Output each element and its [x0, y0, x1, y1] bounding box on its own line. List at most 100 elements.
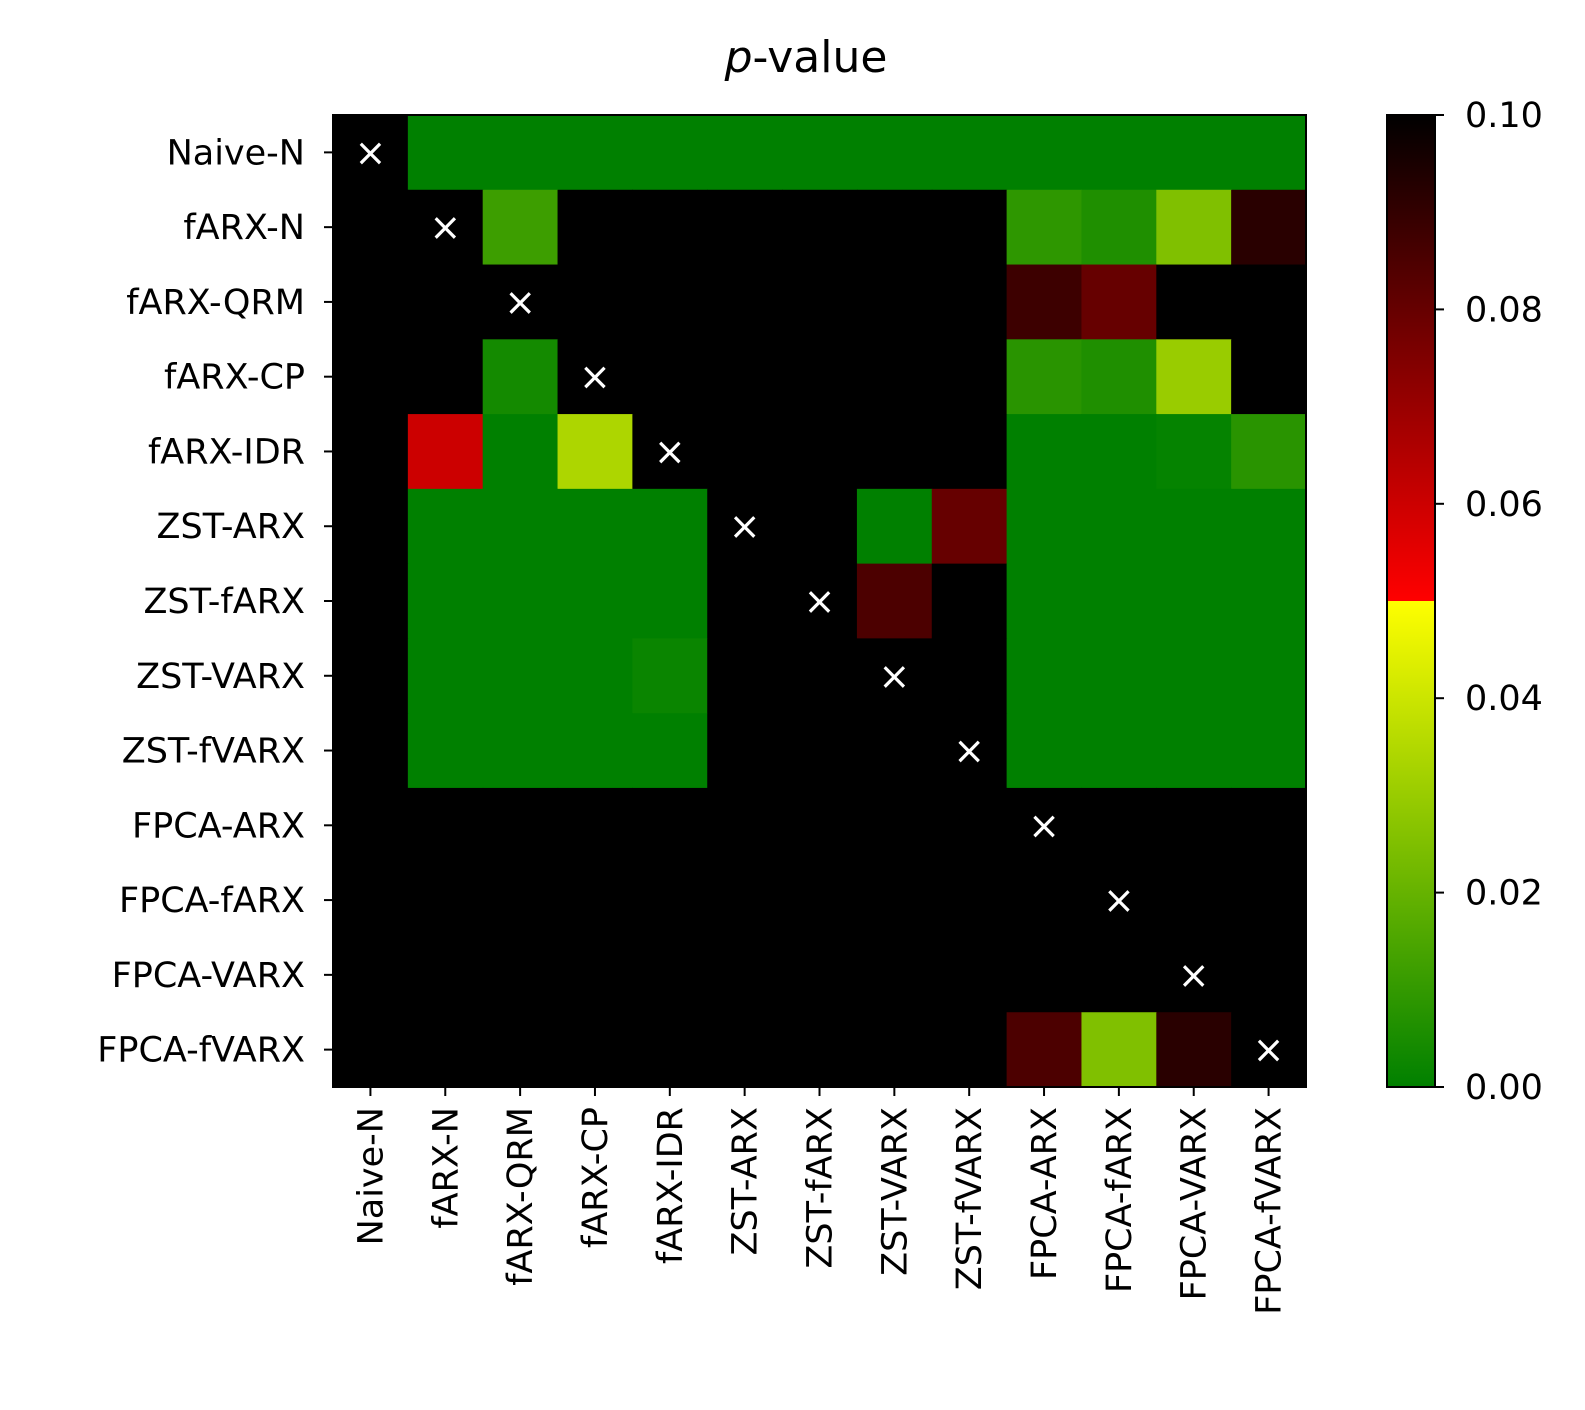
heatmap-cell-ZST-fVARX-vs-ZST-ARX: [707, 713, 783, 789]
heatmap-cell-fARX-CP-vs-ZST-fARX: [782, 339, 858, 415]
heatmap-cell-FPCA-VARX-vs-ZST-ARX: [707, 937, 783, 1013]
heatmap-cell-FPCA-fARX-vs-FPCA-ARX: [1006, 862, 1083, 939]
heatmap-cell-FPCA-fVARX-vs-FPCA-fVARX: [1231, 1012, 1307, 1088]
heatmap-cell-fARX-QRM-vs-fARX-IDR: [632, 264, 708, 340]
heatmap-cell-FPCA-ARX-vs-FPCA-fVARX: [1231, 787, 1307, 864]
heatmap-cell-fARX-IDR-vs-Naive-N: [333, 414, 409, 490]
heatmap-cell-ZST-ARX-vs-FPCA-fVARX: [1231, 488, 1307, 565]
heatmap-cell-FPCA-ARX-vs-ZST-ARX: [707, 787, 783, 864]
heatmap-cell-Naive-N-vs-FPCA-ARX: [1006, 115, 1083, 191]
x-tick-label-FPCA-fARX: FPCA-fARX: [1100, 1107, 1140, 1293]
chart-title-rest: -value: [753, 32, 888, 83]
heatmap-cell-ZST-VARX-vs-fARX-CP: [557, 638, 633, 714]
heatmap-cell-fARX-QRM-vs-ZST-VARX: [856, 264, 933, 340]
heatmap-cell-fARX-QRM-vs-FPCA-ARX: [1006, 264, 1083, 340]
y-tick-label-ZST-VARX: ZST-VARX: [136, 657, 305, 697]
diagonal-marker-fARX-CP: ×: [579, 355, 611, 399]
heatmap-cell-ZST-VARX-vs-fARX-IDR: [632, 638, 708, 714]
heatmap-cell-Naive-N-vs-FPCA-fVARX: [1231, 115, 1307, 191]
heatmap-cell-fARX-N-vs-FPCA-fARX: [1081, 189, 1157, 266]
heatmap-cell-ZST-fVARX-vs-fARX-QRM: [482, 713, 559, 789]
heatmap-cell-FPCA-fVARX-vs-FPCA-VARX: [1156, 1012, 1232, 1088]
heatmap-cell-Naive-N-vs-ZST-VARX: [856, 115, 933, 191]
y-tick-label-ZST-fVARX: ZST-fVARX: [122, 732, 305, 772]
colorbar-ticks: 0.00 0.02 0.04 0.06 0.08 0.10: [1435, 96, 1543, 1108]
heatmap-cell-fARX-QRM-vs-FPCA-fARX: [1081, 264, 1157, 340]
heatmap-cell-fARX-CP-vs-FPCA-VARX: [1156, 339, 1232, 415]
y-tick-label-fARX-IDR: fARX-IDR: [148, 432, 305, 472]
x-tick-label-ZST-fARX: ZST-fARX: [801, 1107, 841, 1269]
heatmap-cell-ZST-fARX-vs-FPCA-fARX: [1081, 563, 1157, 639]
heatmap-cell-FPCA-VARX-vs-Naive-N: [333, 937, 409, 1013]
heatmap-cell-fARX-IDR-vs-FPCA-fARX: [1081, 414, 1157, 490]
heatmap-cell-Naive-N-vs-fARX-QRM: [482, 115, 559, 191]
heatmap-cell-Naive-N-vs-Naive-N: [333, 115, 409, 191]
heatmap-cell-FPCA-fARX-vs-ZST-VARX: [856, 862, 933, 939]
heatmap-cell-fARX-N-vs-fARX-QRM: [482, 189, 559, 266]
heatmap-cell-fARX-CP-vs-fARX-N: [407, 339, 484, 415]
x-tick-label-fARX-IDR: fARX-IDR: [651, 1107, 691, 1264]
heatmap-cell-ZST-ARX-vs-FPCA-VARX: [1156, 488, 1232, 565]
heatmap-cell-FPCA-ARX-vs-fARX-CP: [557, 787, 633, 864]
heatmap-cell-fARX-IDR-vs-ZST-VARX: [856, 414, 933, 490]
y-tick-label-FPCA-VARX: FPCA-VARX: [112, 956, 305, 996]
heatmap-cell-fARX-QRM-vs-fARX-QRM: [482, 264, 559, 340]
heatmap-cell-ZST-ARX-vs-FPCA-ARX: [1006, 488, 1083, 565]
colorbar-tick-label-0.10: 0.10: [1465, 96, 1543, 136]
heatmap-cell-fARX-N-vs-ZST-fARX: [782, 189, 858, 266]
heatmap-cells: [333, 115, 1307, 1088]
heatmap-cell-ZST-fVARX-vs-fARX-N: [407, 713, 484, 789]
heatmap-cell-FPCA-fVARX-vs-ZST-fARX: [782, 1012, 858, 1088]
heatmap-cell-ZST-VARX-vs-FPCA-fVARX: [1231, 638, 1307, 714]
heatmap-cell-ZST-fVARX-vs-fARX-CP: [557, 713, 633, 789]
heatmap-cell-ZST-ARX-vs-FPCA-fARX: [1081, 488, 1157, 565]
heatmap-cell-fARX-N-vs-FPCA-fVARX: [1231, 189, 1307, 266]
heatmap-cell-FPCA-ARX-vs-ZST-fVARX: [931, 787, 1008, 864]
heatmap-cell-fARX-QRM-vs-ZST-fVARX: [931, 264, 1008, 340]
heatmap-cell-fARX-IDR-vs-FPCA-ARX: [1006, 414, 1083, 490]
colorbar-tick-label-0.04: 0.04: [1465, 679, 1543, 719]
heatmap-cell-fARX-IDR-vs-FPCA-fVARX: [1231, 414, 1307, 490]
heatmap-cell-fARX-QRM-vs-ZST-ARX: [707, 264, 783, 340]
heatmap-cell-FPCA-VARX-vs-fARX-IDR: [632, 937, 708, 1013]
heatmap-cell-ZST-VARX-vs-FPCA-ARX: [1006, 638, 1083, 714]
heatmap-cell-ZST-fVARX-vs-Naive-N: [333, 713, 409, 789]
x-tick-label-FPCA-VARX: FPCA-VARX: [1175, 1107, 1215, 1300]
heatmap-cell-fARX-QRM-vs-fARX-N: [407, 264, 484, 340]
heatmap-cell-fARX-N-vs-FPCA-VARX: [1156, 189, 1232, 266]
heatmap-cell-ZST-VARX-vs-Naive-N: [333, 638, 409, 714]
heatmap-cell-ZST-fARX-vs-FPCA-VARX: [1156, 563, 1232, 639]
y-tick-label-fARX-N: fARX-N: [183, 208, 305, 248]
heatmap-cell-FPCA-fARX-vs-FPCA-fARX: [1081, 862, 1157, 939]
heatmap-cell-FPCA-ARX-vs-fARX-N: [407, 787, 484, 864]
heatmap-cell-Naive-N-vs-fARX-IDR: [632, 115, 708, 191]
heatmap-cell-FPCA-ARX-vs-fARX-IDR: [632, 787, 708, 864]
heatmap-cell-ZST-ARX-vs-Naive-N: [333, 488, 409, 565]
heatmap-cell-fARX-QRM-vs-fARX-CP: [557, 264, 633, 340]
y-tick-label-FPCA-fARX: FPCA-fARX: [119, 881, 305, 921]
heatmap-cell-FPCA-fARX-vs-fARX-CP: [557, 862, 633, 939]
heatmap-cell-fARX-CP-vs-ZST-VARX: [856, 339, 933, 415]
heatmap-cell-fARX-IDR-vs-ZST-fVARX: [931, 414, 1008, 490]
heatmap-cell-fARX-IDR-vs-FPCA-VARX: [1156, 414, 1232, 490]
heatmap-cell-fARX-IDR-vs-fARX-N: [407, 414, 484, 490]
heatmap-cell-ZST-VARX-vs-ZST-fARX: [782, 638, 858, 714]
diagonal-marker-fARX-QRM: ×: [504, 280, 536, 324]
x-tick-label-fARX-QRM: fARX-QRM: [501, 1107, 541, 1286]
heatmap-cell-ZST-VARX-vs-ZST-fVARX: [931, 638, 1008, 714]
heatmap-cell-fARX-QRM-vs-FPCA-VARX: [1156, 264, 1232, 340]
heatmap-cell-fARX-IDR-vs-ZST-fARX: [782, 414, 858, 490]
y-tick-label-fARX-CP: fARX-CP: [164, 358, 305, 398]
y-tick-label-ZST-ARX: ZST-ARX: [157, 507, 305, 547]
diagonal-markers: × × × × × × × × × × × × ×: [354, 130, 1284, 1071]
heatmap-cell-fARX-QRM-vs-Naive-N: [333, 264, 409, 340]
y-tick-label-FPCA-fVARX: FPCA-fVARX: [97, 1031, 305, 1071]
heatmap-cell-FPCA-ARX-vs-FPCA-VARX: [1156, 787, 1232, 864]
heatmap-cell-FPCA-fVARX-vs-fARX-QRM: [482, 1012, 559, 1088]
heatmap-cell-ZST-VARX-vs-fARX-N: [407, 638, 484, 714]
diagonal-marker-fARX-IDR: ×: [654, 429, 686, 473]
heatmap-cell-FPCA-VARX-vs-ZST-fVARX: [931, 937, 1008, 1013]
x-tick-label-fARX-N: fARX-N: [426, 1107, 466, 1229]
chart-title: p-value: [724, 32, 888, 83]
diagonal-marker-Naive-N: ×: [354, 130, 386, 174]
